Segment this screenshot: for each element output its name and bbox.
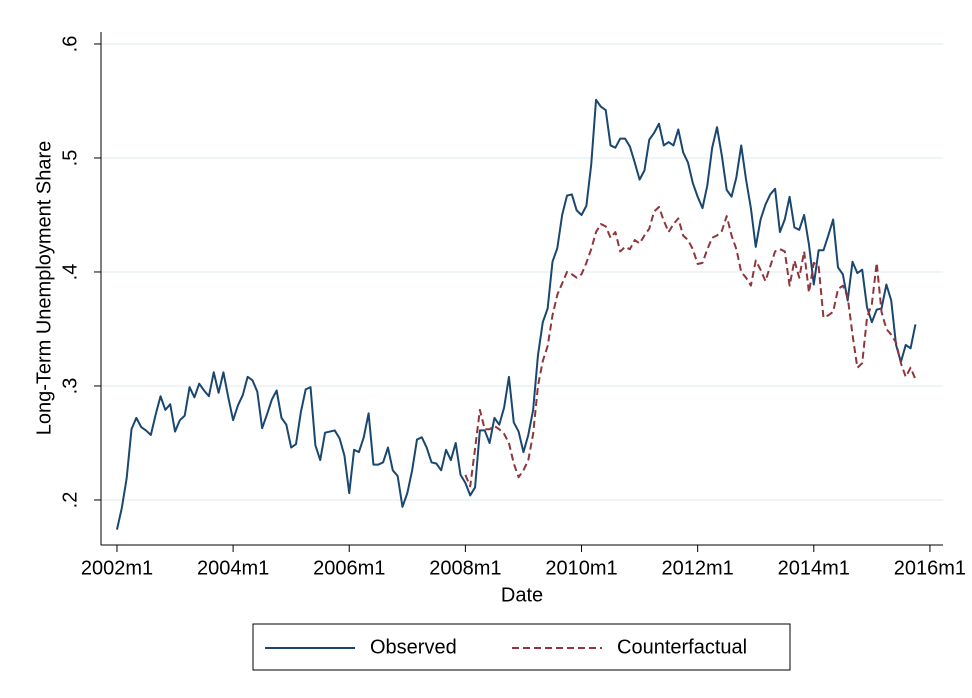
x-tick-label: 2002m1 (81, 557, 153, 579)
y-tick-label: .5 (59, 150, 81, 167)
x-tick-label: 2014m1 (778, 557, 850, 579)
y-axis-title: Long-Term Unemployment Share (33, 141, 55, 436)
x-tick-label: 2008m1 (429, 557, 501, 579)
x-tick-label: 2004m1 (197, 557, 269, 579)
series-line (115, 98, 917, 530)
series-line (464, 205, 917, 488)
x-tick-label: 2010m1 (545, 557, 617, 579)
legend: Observed Counterfactual (252, 623, 791, 671)
y-tick-label: .6 (59, 36, 81, 53)
x-tick-label: 2006m1 (313, 557, 385, 579)
x-tick-label: 2012m1 (662, 557, 734, 579)
x-axis-title: Date (501, 584, 543, 606)
y-tick-label: .2 (59, 492, 81, 509)
legend-label: Observed (370, 636, 457, 658)
y-tick-label: .4 (59, 264, 81, 281)
y-tick-label: .3 (59, 378, 81, 395)
legend-label: Counterfactual (617, 636, 747, 658)
x-tick-label: 2016m1 (894, 557, 966, 579)
